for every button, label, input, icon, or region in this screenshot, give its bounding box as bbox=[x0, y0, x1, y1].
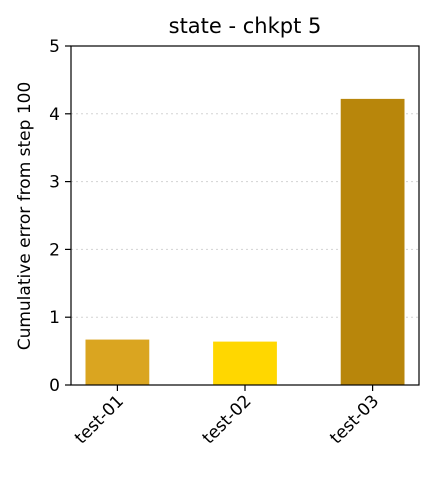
y-tick-label: 0 bbox=[49, 376, 60, 396]
y-tick-label: 3 bbox=[49, 173, 60, 193]
x-tick-label: test-02 bbox=[199, 391, 256, 448]
y-tick-label: 1 bbox=[49, 308, 60, 328]
chart-title: state - chkpt 5 bbox=[169, 14, 322, 38]
bars bbox=[85, 98, 405, 385]
x-tick-label: test-03 bbox=[326, 391, 383, 448]
y-axis-label: Cumulative error from step 100 bbox=[15, 82, 35, 351]
y-tick-label: 2 bbox=[49, 240, 60, 260]
y-tick-label: 5 bbox=[49, 37, 60, 57]
x-axis: test-01 test-02 test-03 bbox=[71, 385, 383, 448]
bar-test-03 bbox=[340, 98, 405, 385]
x-tick-label: test-01 bbox=[71, 391, 128, 448]
bar-test-02 bbox=[213, 341, 277, 385]
bar-test-01 bbox=[85, 339, 150, 385]
y-axis: 0 1 2 3 4 5 bbox=[49, 37, 71, 396]
y-tick-label: 4 bbox=[49, 105, 60, 125]
